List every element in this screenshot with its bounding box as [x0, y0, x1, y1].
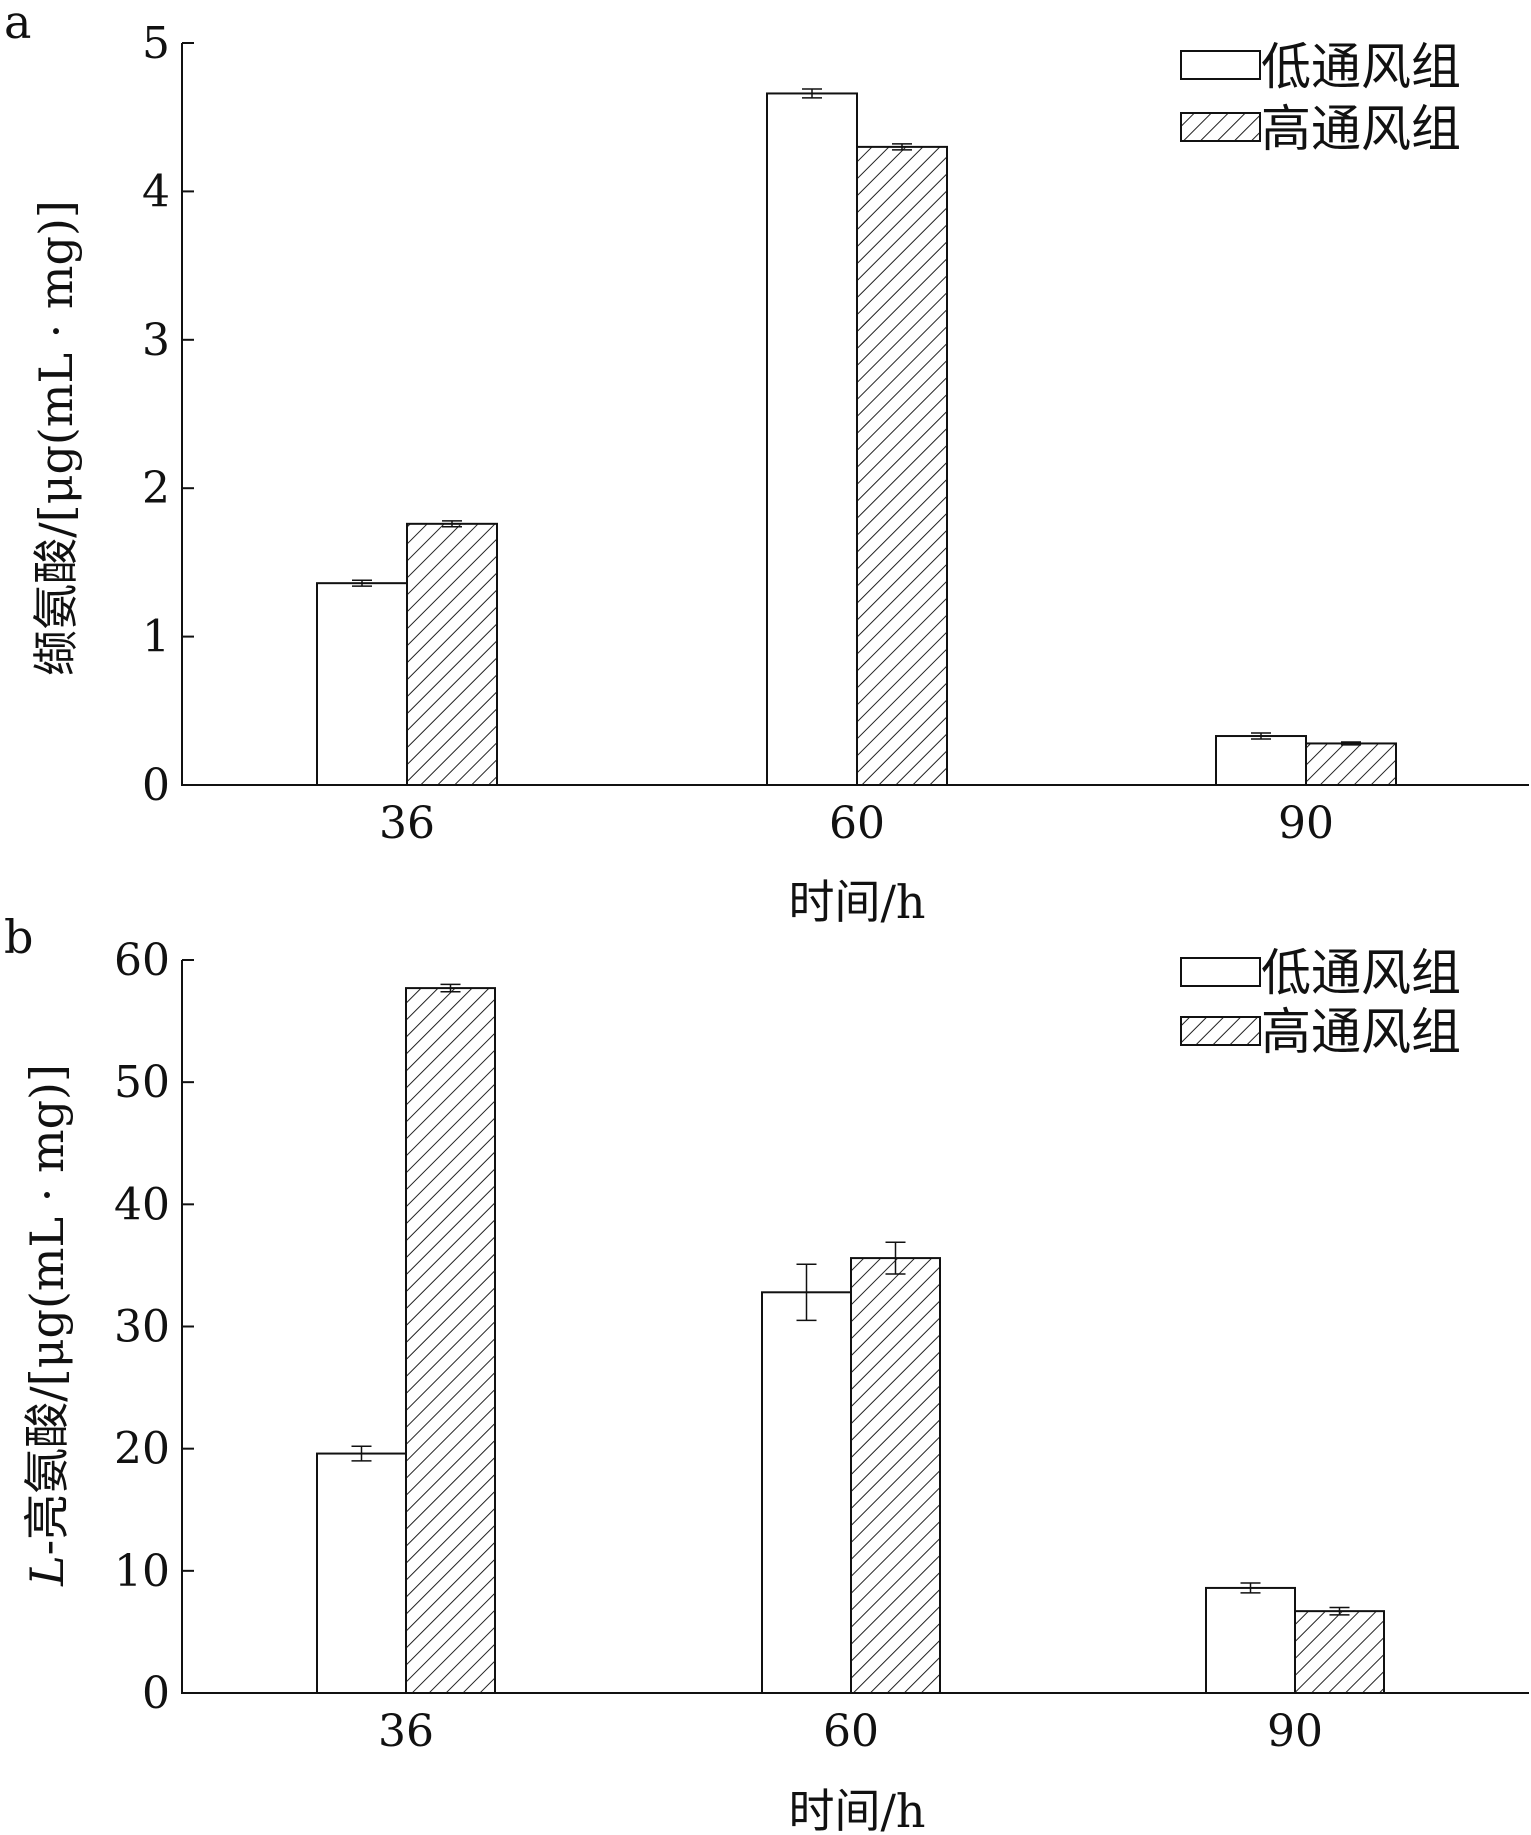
bar-b-s0-c1 [761, 1291, 852, 1694]
legend-swatch-low-b [1180, 957, 1261, 987]
y-axis-title-a: 缬氨酸/[μg(mL · mg)] [29, 200, 83, 676]
error-bar-b-s1-c1 [885, 1241, 906, 1275]
legend-swatch-high-b [1180, 1016, 1261, 1046]
y-tick-label-a-2: 2 [142, 463, 170, 514]
y-tick-label-b-2: 20 [114, 1424, 170, 1475]
y-tick-label-b-1: 10 [114, 1546, 170, 1597]
y-tick-label-b-4: 40 [114, 1179, 170, 1230]
error-bar-b-s0-c2 [1240, 1582, 1261, 1594]
bar-b-s0-c2 [1205, 1586, 1296, 1694]
error-bar-b-s0-c1 [796, 1263, 817, 1322]
error-bar-a-s1-c2 [1341, 741, 1361, 746]
bar-a-s0-c1 [766, 92, 858, 787]
error-bar-a-s1-c1 [892, 143, 912, 151]
error-bar-b-s0-c0 [351, 1445, 372, 1462]
error-bar-a-s0-c0 [352, 579, 372, 587]
x-tick-label-b-2: 90 [1267, 1706, 1323, 1757]
plot-area-a: 0 1 2 3 4 5 36 60 90 [142, 18, 1529, 849]
legend-a: 低通风组 高通风组 [1180, 38, 1461, 158]
x-tick-label-b-0: 36 [378, 1706, 434, 1757]
bar-b-s1-c2 [1294, 1610, 1385, 1694]
panel-b-letter: b [4, 910, 33, 964]
bar-b-s1-c0 [405, 987, 496, 1694]
x-tick-label-b-1: 60 [823, 1706, 879, 1757]
y-tick-label-b-3: 30 [114, 1302, 170, 1353]
y-tick-label-a-5: 5 [142, 18, 170, 69]
bar-a-s0-c0 [316, 582, 408, 787]
y-tick-label-a-4: 4 [142, 166, 170, 217]
x-axis-title-b: 时间/h [788, 1784, 925, 1835]
x-tick-label-a-1: 60 [829, 798, 885, 849]
bar-a-s1-c1 [856, 145, 948, 786]
x-tick-label-a-0: 36 [379, 798, 435, 849]
legend-b: 低通风组 高通风组 [1180, 944, 1461, 1061]
error-bar-b-s1-c0 [440, 983, 461, 993]
bar-b-s0-c0 [316, 1452, 407, 1695]
bar-a-s1-c0 [406, 522, 498, 786]
legend-label-low-b: 低通风组 [1261, 944, 1461, 1002]
legend-swatch-high-a [1180, 112, 1261, 142]
y-tick-label-a-3: 3 [142, 315, 170, 366]
y-tick-label-a-1: 1 [142, 612, 170, 663]
plot-area-b: 0 10 20 30 40 50 60 36 60 90 [114, 935, 1529, 1757]
bar-a-s1-c2 [1305, 742, 1397, 786]
y-axis-title-b-prefix: L [20, 1555, 74, 1587]
legend-label-low-a: 低通风组 [1261, 38, 1461, 96]
x-tick-label-a-2: 90 [1278, 798, 1334, 849]
y-tick-label-a-0: 0 [142, 760, 170, 811]
legend-label-high-b: 高通风组 [1261, 1003, 1461, 1061]
bar-a-s0-c2 [1215, 735, 1307, 787]
legend-label-high-a: 高通风组 [1261, 100, 1461, 158]
y-axis-title-b: L-亮氨酸/[μg(mL · mg)] [20, 1064, 74, 1587]
chart-panel-a: a 0 1 2 3 4 5 36 60 90 缬氨酸/[μg(mL · mg)] 时间/h 低通… [4, 0, 1529, 929]
y-axis-title-b-text: -亮氨酸/[μg(mL · mg)] [20, 1064, 74, 1555]
error-bar-a-s0-c1 [802, 88, 822, 99]
chart-panel-b: b 0 10 20 30 40 50 60 36 60 90 L-亮氨酸/[μg(mL · mg)… [4, 910, 1529, 1835]
bar-b-s1-c1 [850, 1257, 941, 1694]
legend-swatch-low-a [1180, 50, 1261, 80]
error-bar-a-s0-c2 [1251, 732, 1271, 740]
error-bar-b-s1-c2 [1329, 1606, 1350, 1616]
y-tick-label-b-5: 50 [114, 1057, 170, 1108]
y-tick-label-b-6: 60 [114, 935, 170, 986]
panel-a-letter: a [4, 0, 31, 49]
y-tick-label-b-0: 0 [142, 1668, 170, 1719]
x-axis-title-a: 时间/h [788, 875, 925, 929]
error-bar-a-s1-c0 [442, 520, 462, 528]
